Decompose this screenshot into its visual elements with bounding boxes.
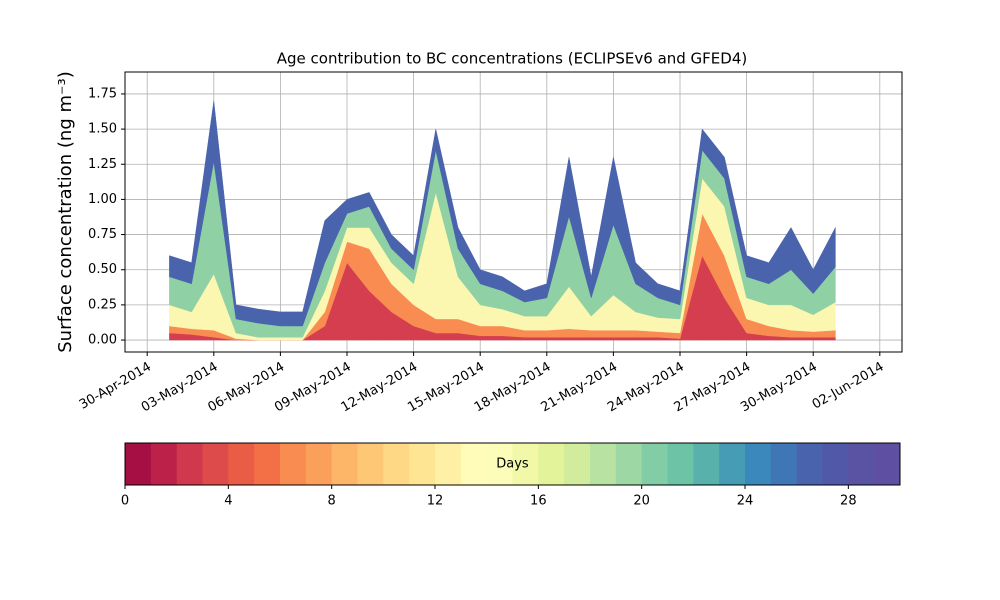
y-tick-label: 1.25 bbox=[88, 157, 117, 172]
plot-frame bbox=[124, 71, 903, 353]
colorbar-swatch bbox=[176, 443, 203, 485]
colorbar-swatch bbox=[745, 443, 772, 485]
colorbar-swatch bbox=[874, 443, 901, 485]
colorbar-swatch bbox=[460, 443, 488, 485]
colorbar-frame bbox=[124, 442, 901, 486]
colorbar-swatch bbox=[667, 443, 694, 485]
colorbar-tick-label: 24 bbox=[737, 494, 754, 509]
colorbar-swatch bbox=[641, 443, 668, 485]
colorbar-swatch bbox=[435, 443, 462, 485]
colorbar-label: Days bbox=[496, 457, 529, 472]
colorbar-tick-label: 12 bbox=[427, 494, 444, 509]
colorbar-swatch bbox=[719, 443, 746, 485]
colorbar-tick-label: 8 bbox=[328, 494, 336, 509]
y-tick-label: 1.00 bbox=[88, 192, 117, 207]
colorbar-swatch bbox=[228, 443, 255, 485]
colorbar-tick-label: 0 bbox=[121, 494, 129, 509]
chart-title: Age contribution to BC concentrations (E… bbox=[277, 50, 748, 68]
colorbar-swatch bbox=[796, 443, 823, 485]
colorbar-swatch bbox=[590, 443, 617, 485]
y-tick-label: 1.75 bbox=[88, 86, 117, 101]
colorbar-swatch bbox=[822, 443, 849, 485]
colorbar-swatch bbox=[486, 443, 513, 485]
colorbar-tick-label: 4 bbox=[224, 494, 232, 509]
colorbar-swatch bbox=[150, 443, 178, 485]
colorbar-swatch bbox=[383, 443, 410, 485]
x-tick-label: 02-Jun-2014 bbox=[810, 360, 887, 413]
y-axis-label: Surface concentration (ng m⁻³) bbox=[55, 71, 76, 353]
y-tick-label: 0.75 bbox=[88, 227, 117, 242]
colorbar-swatch bbox=[770, 443, 798, 485]
colorbar-swatch bbox=[305, 443, 333, 485]
colorbar-tick-label: 28 bbox=[840, 494, 857, 509]
y-tick-label: 0.25 bbox=[88, 297, 117, 312]
area bbox=[169, 100, 836, 327]
colorbar-swatch bbox=[848, 443, 875, 485]
colorbar-swatch bbox=[202, 443, 229, 485]
colorbar-swatch bbox=[125, 443, 152, 485]
y-tick-label: 0.00 bbox=[88, 333, 117, 348]
y-tick-label: 1.50 bbox=[88, 122, 117, 137]
colorbar-swatch bbox=[512, 443, 539, 485]
colorbar-swatch bbox=[331, 443, 358, 485]
y-tick-label: 0.50 bbox=[88, 262, 117, 277]
colorbar-swatch bbox=[615, 443, 643, 485]
colorbar-swatch bbox=[693, 443, 720, 485]
colorbar-swatch bbox=[254, 443, 281, 485]
colorbar-swatch bbox=[280, 443, 307, 485]
colorbar-swatch bbox=[538, 443, 565, 485]
colorbar-tick-label: 16 bbox=[530, 494, 547, 509]
colorbar-swatch bbox=[409, 443, 436, 485]
colorbar-swatch bbox=[564, 443, 591, 485]
colorbar-swatch bbox=[357, 443, 384, 485]
colorbar-tick-label: 20 bbox=[633, 494, 650, 509]
